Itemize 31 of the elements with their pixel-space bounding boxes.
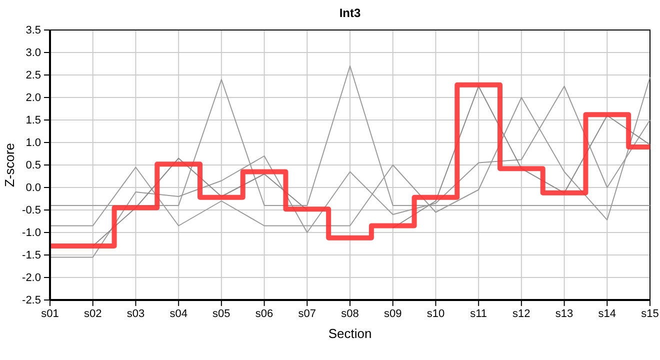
y-tick-label: 1.5 (26, 114, 41, 127)
x-tick-label: s14 (598, 308, 616, 320)
y-axis-title: Z-score (2, 142, 17, 188)
x-tick-label: s09 (384, 308, 402, 320)
x-axis-title: Section (328, 326, 372, 341)
x-tick-label: s06 (255, 308, 274, 320)
x-tick-label: s08 (341, 308, 359, 320)
x-tick-label: s10 (426, 308, 445, 320)
x-tick-label: s03 (126, 308, 145, 320)
y-tick-label: -2.5 (22, 294, 41, 307)
y-tick-label: -1.5 (22, 250, 41, 262)
x-tick-label: s02 (84, 308, 102, 320)
y-tick-label: -2.0 (22, 272, 41, 284)
x-tick-label: s12 (512, 308, 530, 320)
x-tick-label: s15 (641, 308, 659, 320)
y-tick-label: 0.0 (26, 182, 41, 194)
y-tick-label: 2.0 (26, 92, 41, 104)
y-tick-label: 1.0 (26, 137, 41, 150)
y-tick-label: -1.0 (22, 227, 41, 240)
x-tick-label: s04 (170, 308, 188, 320)
y-tick-label: 3.5 (26, 24, 41, 37)
x-tick-label: s07 (298, 308, 316, 320)
x-tick-label: s11 (470, 308, 488, 320)
x-tick-label: s13 (555, 308, 574, 320)
y-tick-label: 2.5 (26, 70, 41, 82)
chart-title: Int3 (339, 6, 361, 20)
y-tick-label: 0.5 (26, 160, 41, 172)
y-tick-label: 3.0 (26, 47, 41, 60)
y-tick-label: -0.5 (22, 204, 41, 217)
x-tick-label: s05 (212, 308, 230, 320)
x-tick-label: s01 (41, 308, 59, 320)
